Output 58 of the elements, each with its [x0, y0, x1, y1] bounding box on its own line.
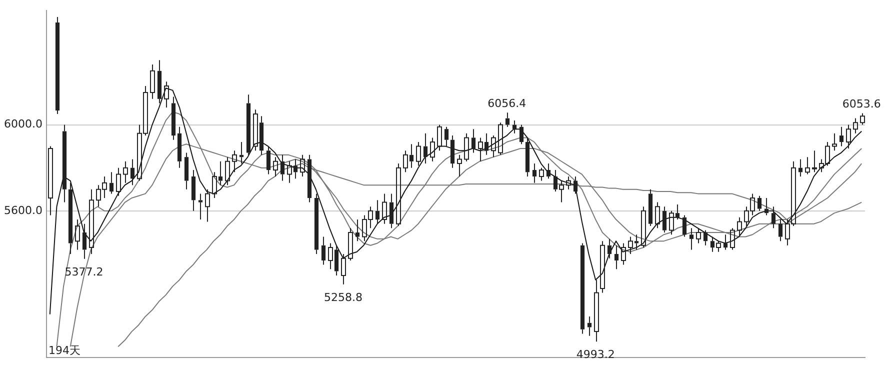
- candlestick: [89, 188, 94, 255]
- candlestick: [68, 182, 73, 255]
- candlestick: [682, 214, 687, 238]
- y-tick-label: 5600.0: [4, 204, 42, 217]
- candlestick: [164, 81, 169, 108]
- candlestick: [450, 135, 455, 168]
- candlestick: [600, 240, 605, 294]
- candlestick: [157, 60, 162, 104]
- candlestick: [689, 228, 694, 250]
- candlestick: [341, 254, 346, 285]
- annotation: 6056.4: [488, 96, 526, 110]
- candlestick: [423, 132, 428, 164]
- candlestick: [471, 128, 476, 154]
- candlestick: [307, 154, 312, 203]
- candlestick: [314, 193, 319, 255]
- candlestick: [566, 176, 571, 190]
- candlestick: [75, 219, 80, 250]
- annotation: 5258.8: [324, 290, 362, 304]
- annotation: 6053.6: [842, 98, 881, 111]
- candlestick: [82, 223, 87, 260]
- candlestick: [614, 244, 619, 270]
- candlestick: [150, 64, 155, 100]
- candlestick: [839, 126, 844, 147]
- candlestick: [184, 152, 189, 190]
- candlestick: [525, 137, 530, 177]
- candlestick: [198, 193, 203, 220]
- candlestick: [177, 126, 182, 168]
- candlestick: [191, 170, 196, 212]
- candlestick: [621, 242, 626, 266]
- candlestick: [580, 242, 585, 334]
- candlestick: [778, 219, 783, 242]
- candlestick: [382, 193, 387, 224]
- candlestick: [232, 150, 237, 173]
- annotation: 194天: [48, 344, 80, 357]
- candlestick: [55, 16, 60, 114]
- candlestick: [266, 146, 271, 175]
- candlestick: [321, 236, 326, 266]
- candlestick: [512, 120, 517, 134]
- candlestick: [116, 167, 121, 196]
- candlestick: [430, 137, 435, 162]
- candlestick: [375, 200, 380, 224]
- candlestick: [239, 141, 244, 164]
- candlestick: [771, 206, 776, 229]
- annotation: 4993.2: [576, 348, 615, 361]
- candlestick: [171, 96, 176, 140]
- candlestick: [532, 163, 537, 184]
- y-tick-label: 6000.0: [4, 118, 42, 131]
- candlestick: [273, 156, 278, 177]
- candlestick: [594, 279, 599, 342]
- candlestick: [587, 316, 592, 336]
- candlestick: [123, 160, 128, 184]
- candlestick: [389, 193, 394, 229]
- candlestick: [798, 158, 803, 177]
- candlestick: [130, 158, 135, 186]
- candlestick: [355, 219, 360, 242]
- candlestick: [607, 238, 612, 259]
- candlestick: [62, 124, 67, 203]
- candlestick: [280, 154, 285, 182]
